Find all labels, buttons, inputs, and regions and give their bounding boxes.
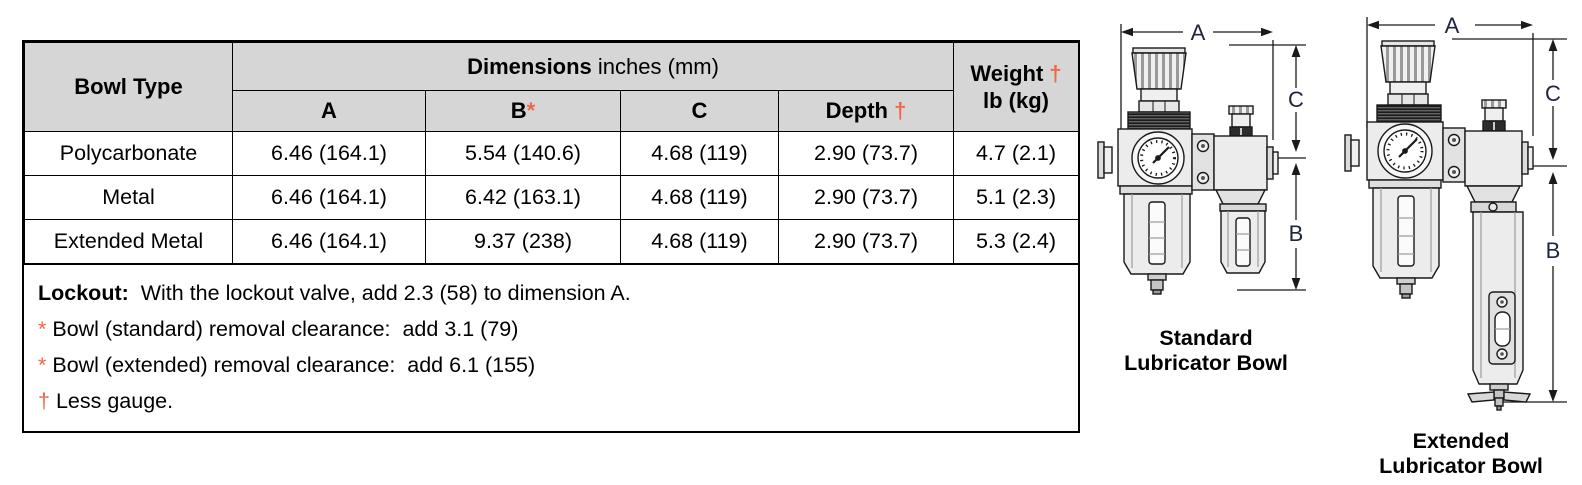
b-asterisk-mark: *: [526, 98, 536, 123]
lubricator-fill-cap: [1228, 105, 1254, 115]
note-text: Bowl (extended) removal clearance: add 6…: [46, 353, 536, 377]
cell-b: 5.54 (140.6): [425, 131, 621, 176]
caption-line-1: Standard: [1159, 326, 1253, 350]
cell-depth: 2.90 (73.7): [777, 131, 955, 176]
cell-weight: 4.7 (2.1): [953, 131, 1080, 176]
dim-label-b: B: [1546, 238, 1561, 263]
weight-dagger-mark: †: [1043, 61, 1062, 86]
dimensions-units-label: inches (mm): [591, 53, 719, 79]
dim-label-a: A: [1191, 20, 1206, 45]
dimensions-bold-label: Dimensions: [467, 53, 592, 79]
note-less-gauge: † Less gauge.: [38, 383, 1078, 419]
right-port-flange: [1266, 146, 1274, 180]
asterisk-mark: *: [38, 353, 47, 377]
table-row-metal: Metal 6.46 (164.1) 6.42 (163.1) 4.68 (11…: [24, 175, 1080, 220]
cell-depth: 2.90 (73.7): [777, 175, 955, 220]
table-row-extended-metal: Extended Metal 6.46 (164.1) 9.37 (238) 4…: [24, 219, 1080, 264]
dimensions-table: Bowl Type Dimensions inches (mm) Weight …: [24, 42, 1080, 264]
dimension-arrowheads: [1121, 27, 1301, 290]
note-text: With the lockout valve, add 2.3 (58) to …: [128, 281, 631, 305]
cell-a: 6.46 (164.1): [232, 219, 426, 264]
extended-lubricator-drawing: A C B: [1344, 13, 1567, 411]
right-port-flange: [1521, 141, 1529, 175]
col-header-dimensions: Dimensions inches (mm): [231, 42, 955, 91]
knob-rim: [1132, 47, 1186, 54]
col-header-a: A: [232, 90, 426, 132]
cell-c: 4.68 (119): [620, 175, 779, 220]
dimension-lines: [1366, 17, 1567, 403]
col-header-b: B*: [425, 90, 621, 132]
col-header-bowl-type: Bowl Type: [24, 42, 233, 132]
caption-line-2: Lubricator Bowl: [1124, 351, 1288, 375]
lockout-label: Lockout:: [38, 281, 129, 305]
caption-line-2: Lubricator Bowl: [1379, 454, 1543, 478]
dagger-mark: †: [38, 389, 50, 413]
note-extended-clearance: * Bowl (extended) removal clearance: add…: [38, 347, 1078, 383]
lubricator-fill-cap: [1481, 99, 1507, 109]
note-standard-clearance: * Bowl (standard) removal clearance: add…: [38, 311, 1078, 347]
weight-bold-label: Weight: [970, 61, 1044, 86]
note-text: Bowl (standard) removal clearance: add 3…: [46, 317, 519, 341]
col-header-depth: Depth †: [777, 90, 955, 132]
cell-depth: 2.90 (73.7): [777, 219, 955, 264]
row-label: Metal: [24, 175, 233, 220]
filter-regulator-unit: [1097, 47, 1279, 295]
dim-label-c: C: [1545, 81, 1561, 106]
note-lockout: Lockout: With the lockout valve, add 2.3…: [38, 275, 1078, 311]
asterisk-mark: *: [38, 317, 47, 341]
clamp-screw: [1488, 202, 1498, 212]
cell-b: 6.42 (163.1): [425, 175, 621, 220]
drain-wing: [1503, 391, 1532, 403]
cell-c: 4.68 (119): [620, 131, 779, 176]
dimension-lines: [1120, 24, 1306, 291]
gauge-needle: [1398, 138, 1418, 158]
cell-c: 4.68 (119): [620, 219, 779, 264]
cell-weight: 5.3 (2.4): [953, 219, 1080, 264]
lubricator-body: [1464, 130, 1523, 187]
drain-wing: [1466, 391, 1495, 403]
standard-lubricator-drawing: A C B: [1097, 20, 1306, 295]
knob-rim: [1381, 40, 1435, 47]
left-port-flange: [1097, 141, 1105, 179]
weight-units-label: lb (kg): [983, 88, 1050, 113]
col-header-weight: Weight † lb (kg): [953, 42, 1080, 132]
table-notes: Lockout: With the lockout valve, add 2.3…: [24, 264, 1078, 431]
left-port-flange: [1344, 134, 1352, 172]
dimensions-table-block: Bowl Type Dimensions inches (mm) Weight …: [22, 40, 1080, 433]
filter-drain: [1150, 279, 1164, 291]
threaded-collar: [1376, 104, 1442, 123]
filter-sight-glass: [1148, 201, 1166, 265]
dim-label-a: A: [1445, 13, 1460, 38]
filter-sight-glass: [1397, 195, 1415, 267]
note-text: Less gauge.: [49, 389, 174, 413]
dimension-arrowheads: [1367, 20, 1558, 402]
lubricator-sight-glass: [1235, 217, 1251, 267]
row-label: Extended Metal: [24, 219, 233, 264]
weight-title: Weight †: [954, 60, 1078, 87]
filter-drain: [1399, 283, 1413, 295]
regulator-knob: [1380, 45, 1436, 83]
drain-stem: [1493, 389, 1505, 399]
cell-b: 9.37 (238): [425, 219, 621, 264]
cell-a: 6.46 (164.1): [232, 131, 426, 176]
dim-label-c: C: [1288, 87, 1304, 112]
caption-line-1: Extended: [1412, 429, 1510, 453]
row-label: Polycarbonate: [24, 131, 233, 176]
col-header-c: C: [620, 90, 779, 132]
dim-label-b: B: [1289, 221, 1304, 246]
depth-dagger-mark: †: [887, 98, 907, 123]
threaded-collar: [1127, 111, 1191, 130]
cell-a: 6.46 (164.1): [232, 175, 426, 220]
gauge-needle: [1152, 146, 1170, 164]
regulator-knob: [1131, 52, 1187, 90]
extended-caption: Extended Lubricator Bowl: [1338, 429, 1582, 479]
lubricator-body: [1213, 135, 1268, 191]
cell-weight: 5.1 (2.3): [953, 175, 1080, 220]
table-row-polycarbonate: Polycarbonate 6.46 (164.1) 5.54 (140.6) …: [24, 131, 1080, 176]
standard-caption: Standard Lubricator Bowl: [1095, 326, 1317, 376]
filter-regulator-unit: [1344, 40, 1534, 411]
